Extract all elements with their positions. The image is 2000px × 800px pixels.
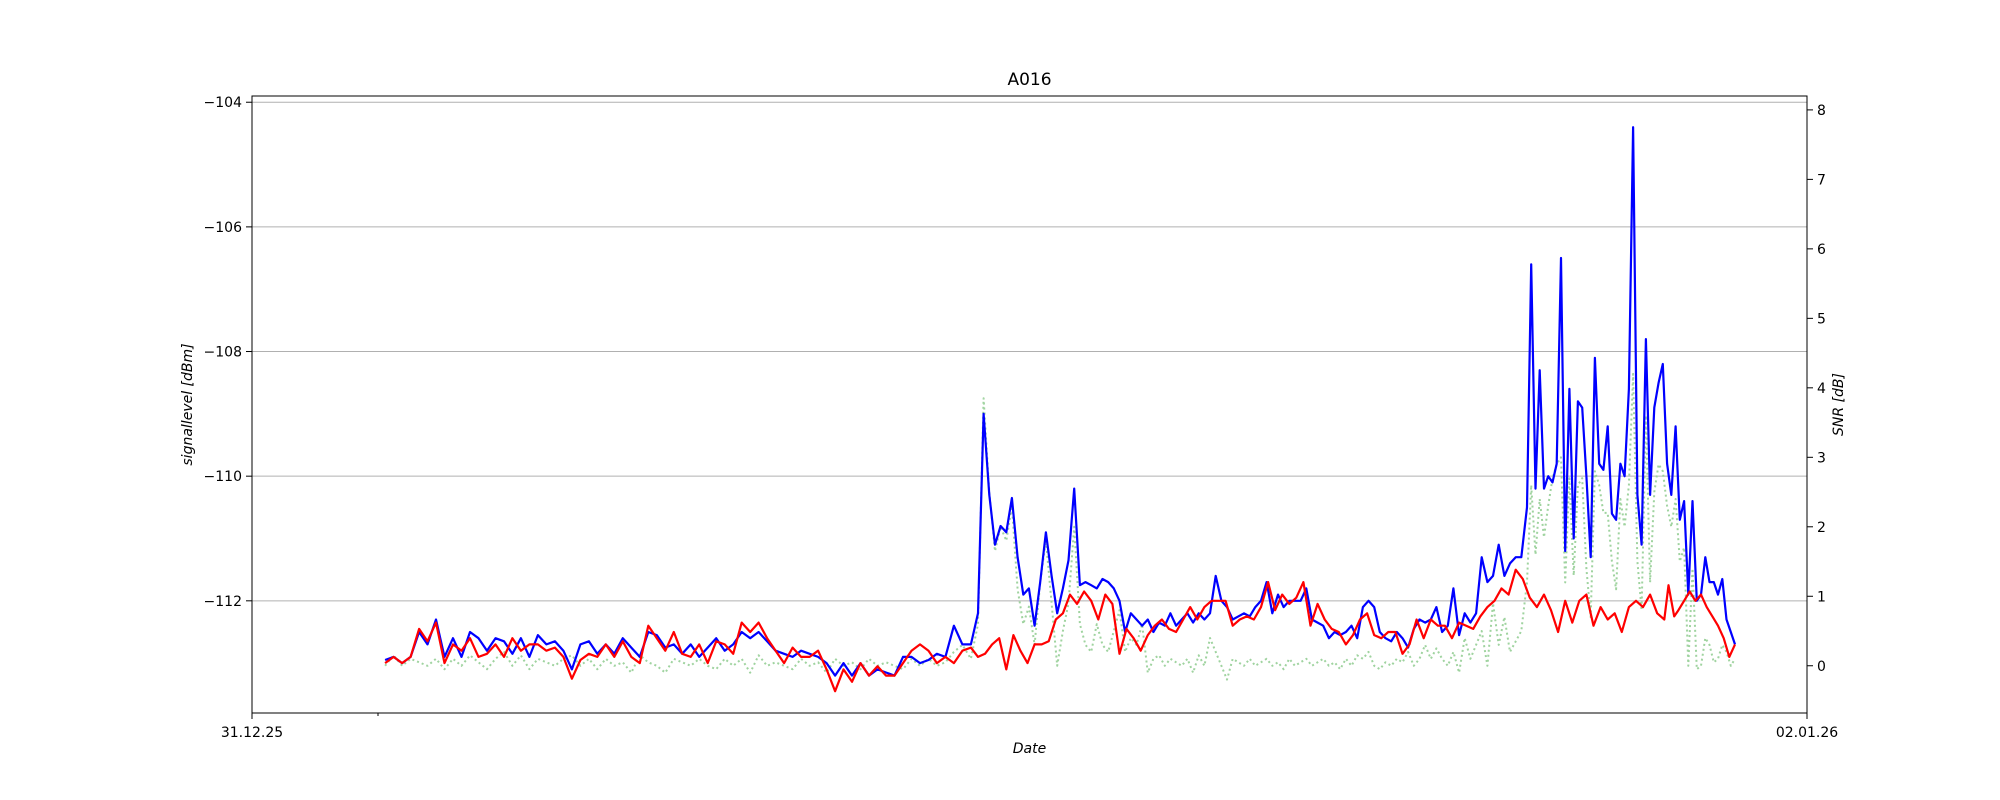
y2-tick-label: 7	[1817, 172, 1826, 188]
x-tick-label: 02.01.26	[1776, 725, 1838, 741]
y-tick-label: −112	[204, 594, 242, 610]
series-line-0	[384, 126, 1737, 677]
y2-tick-label: 0	[1817, 659, 1826, 675]
y2-tick-label: 1	[1817, 589, 1826, 605]
y-tick-label: −104	[204, 95, 243, 111]
y2-tick-label: 2	[1817, 520, 1826, 536]
series-layer	[384, 126, 1737, 693]
y-tick-label: −108	[204, 345, 242, 361]
y2-tick-label: 4	[1817, 381, 1826, 397]
series-line-2	[384, 372, 1736, 681]
y-tick-label: −106	[204, 220, 243, 236]
x-tick-label: 31.12.25	[221, 725, 283, 741]
y2-tick-label: 3	[1817, 450, 1826, 466]
y2-tick-label: 8	[1817, 103, 1826, 119]
chart-title: A016	[1007, 70, 1051, 90]
y2-tick-label: 6	[1817, 242, 1826, 258]
y-tick-label: −110	[204, 469, 242, 485]
right-axis-ticks: 0 1 2 3 4 5 6 7 8	[1807, 103, 1826, 675]
y2-tick-label: 5	[1817, 311, 1826, 327]
y-axis-label: signallevel [dBm]	[180, 343, 196, 465]
left-axis-ticks: −112 −110 −108 −106 −104	[204, 95, 252, 610]
x-axis-label: Date	[1013, 741, 1046, 757]
series-line-1	[384, 568, 1737, 693]
y2-axis-label: SNR [dB]	[1831, 373, 1847, 436]
x-axis-ticks: 31.12.25 02.01.26	[221, 713, 1838, 741]
plot-frame	[251, 95, 1808, 714]
